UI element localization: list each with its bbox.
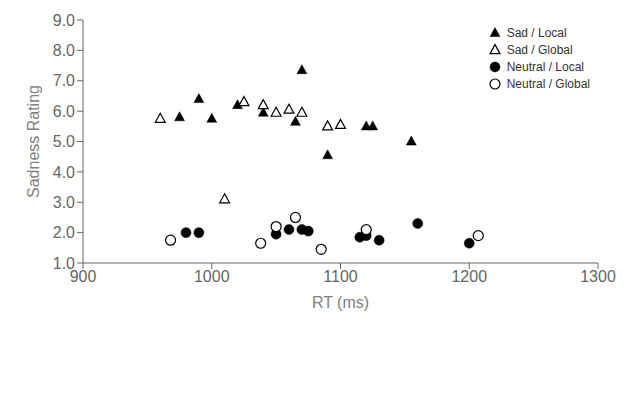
svg-text:6.0: 6.0 — [53, 103, 75, 120]
svg-text:2.0: 2.0 — [53, 224, 75, 241]
html-text:Neutral / Global: Neutral / Global — [506, 77, 590, 91]
svg-text:1000: 1000 — [194, 268, 230, 285]
svg-text:5.0: 5.0 — [53, 133, 75, 150]
svg-text:Sadness Rating: Sadness Rating — [25, 85, 42, 198]
svg-text:1200: 1200 — [451, 268, 487, 285]
svg-text:900: 900 — [69, 268, 97, 286]
html-text:Sad / Global: Sad / Global — [506, 43, 573, 57]
svg-text:RT (ms): RT (ms) — [312, 294, 369, 311]
svg-text:1100: 1100 — [323, 268, 358, 285]
svg-text:1300: 1300 — [580, 268, 616, 285]
svg-text:8.0: 8.0 — [53, 42, 75, 59]
html-text:Neutral / Local: Neutral / Local — [506, 60, 584, 74]
svg-text:3.0: 3.0 — [53, 194, 75, 211]
html-text:Sad / Local: Sad / Local — [506, 26, 567, 40]
svg-text:4.0: 4.0 — [53, 164, 75, 181]
svg-text:7.0: 7.0 — [53, 72, 75, 89]
svg-text:9.0: 9.0 — [53, 12, 75, 29]
svg-text:1.0: 1.0 — [53, 255, 75, 272]
